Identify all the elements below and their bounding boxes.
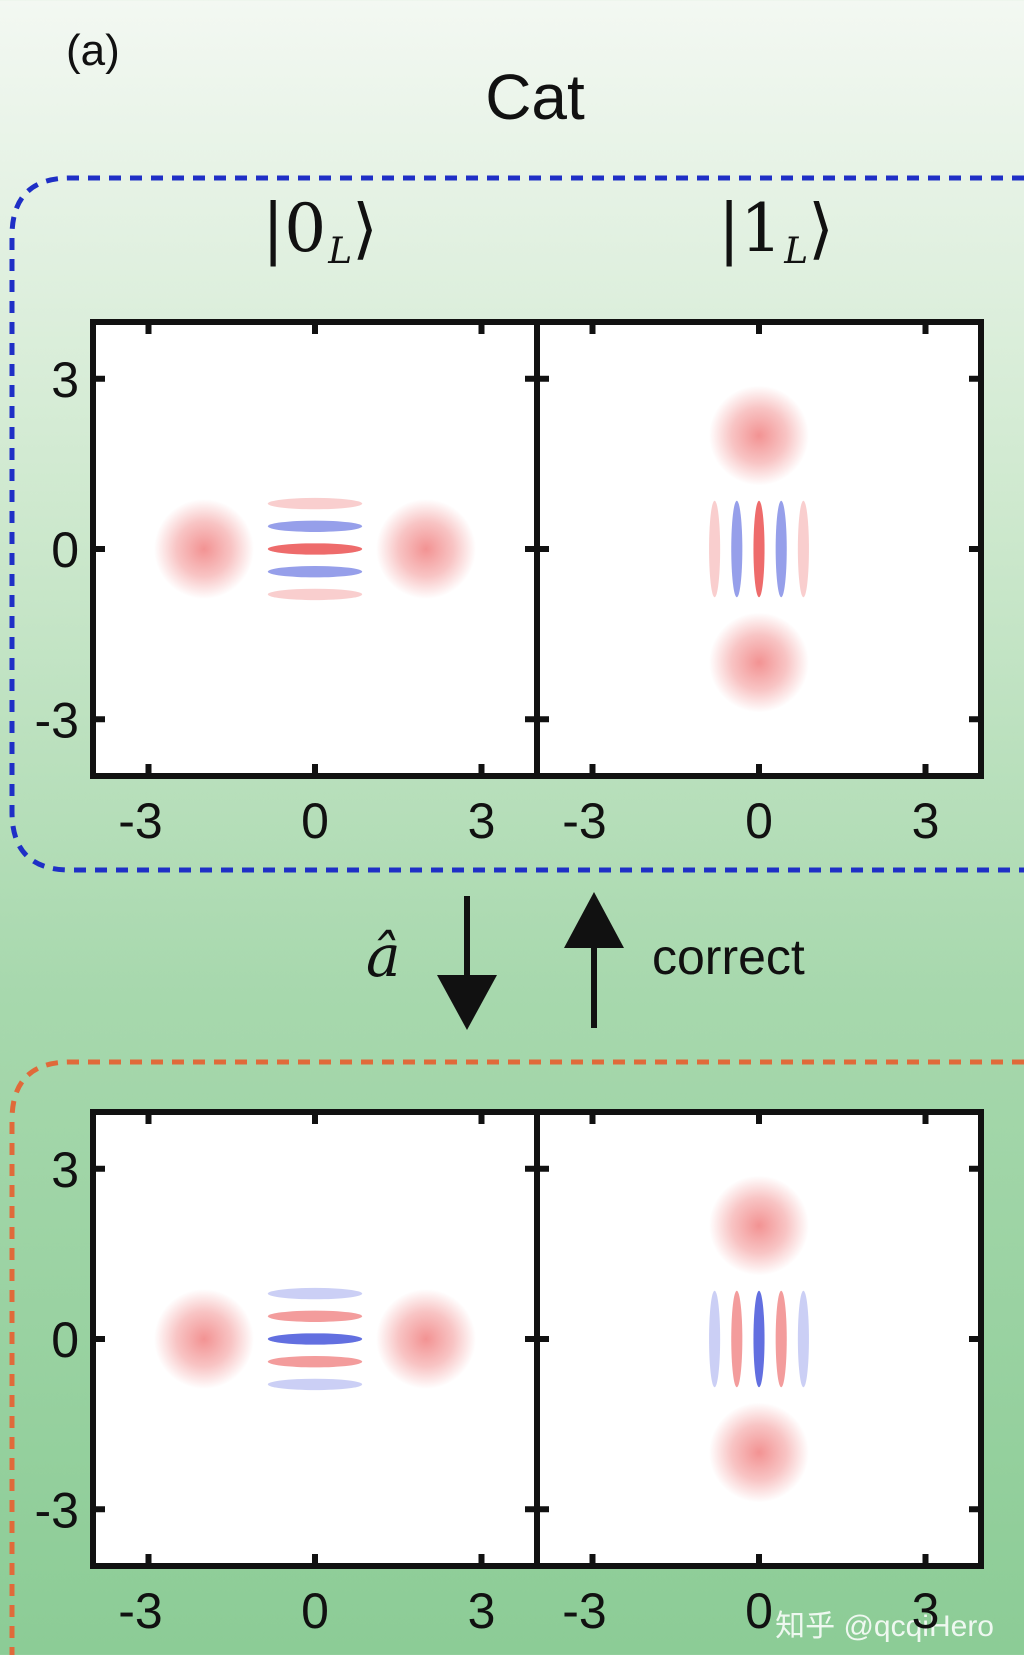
ket-1-logical: |1L⟩ — [718, 190, 834, 272]
interference-fringe — [267, 520, 363, 532]
coherent-blob-2 — [709, 1402, 809, 1503]
interference-fringe — [753, 1290, 765, 1388]
ket-1-subscript: L — [784, 231, 809, 272]
interference-fringe — [267, 588, 363, 601]
interference-fringe — [267, 1378, 363, 1391]
interference-fringe — [775, 500, 787, 598]
interference-fringe — [797, 500, 809, 598]
x-tick-label: 3 — [912, 793, 940, 849]
x-tick-label: 3 — [468, 1583, 496, 1639]
coherent-blob-1 — [154, 499, 254, 599]
interference-fringe — [709, 1290, 721, 1388]
x-tick-label: -3 — [118, 1583, 162, 1639]
ket-0-subscript: L — [328, 231, 353, 272]
panel-label: (a) — [66, 26, 120, 75]
interference-fringe — [731, 1290, 743, 1388]
x-tick-label: 0 — [301, 1583, 329, 1639]
figure-title: Cat — [485, 61, 585, 133]
interference-fringe — [797, 1290, 809, 1388]
interference-fringe — [775, 1290, 787, 1388]
down-arrow-head — [437, 975, 497, 1030]
y-tick-label: 0 — [51, 1312, 79, 1368]
coherent-blob-2 — [376, 1289, 476, 1389]
up-arrow-head — [564, 892, 624, 948]
interference-fringe — [709, 500, 721, 598]
y-tick-label: 3 — [51, 1142, 79, 1198]
coherent-blob-1 — [709, 385, 809, 486]
x-tick-label: 0 — [301, 793, 329, 849]
x-tick-label: 0 — [745, 1583, 773, 1639]
interference-fringe — [731, 500, 743, 598]
y-tick-label: -3 — [35, 692, 79, 748]
wigner-panel-code-1_L: -3 0 3 — [534, 319, 984, 849]
ket-0-logical: |0L⟩ — [262, 190, 378, 272]
coherent-blob-2 — [709, 612, 809, 713]
wigner-panel-error-0_L: -3 0 3 3 0 -3 — [35, 1109, 540, 1639]
y-tick-label: -3 — [35, 1482, 79, 1538]
coherent-blob-1 — [154, 1289, 254, 1389]
x-tick-label: -3 — [562, 793, 606, 849]
annihilation-operator-label: â — [366, 922, 401, 990]
wigner-panel-error-1_L: -3 0 3 — [534, 1109, 984, 1639]
interference-fringe — [267, 1333, 363, 1345]
x-tick-label: 3 — [468, 793, 496, 849]
ket-0-symbol: 0 — [284, 190, 327, 267]
x-tick-label: -3 — [118, 793, 162, 849]
coherent-blob-1 — [709, 1175, 809, 1276]
interference-fringe — [267, 1356, 363, 1368]
interference-fringe — [267, 543, 363, 555]
y-tick-label: 0 — [51, 522, 79, 578]
x-tick-label: 0 — [745, 793, 773, 849]
interference-fringe — [267, 1310, 363, 1322]
code-space-frame — [9, 175, 1024, 873]
interference-fringe — [753, 500, 765, 598]
coherent-blob-2 — [376, 499, 476, 599]
x-tick-label: 3 — [912, 1583, 940, 1639]
watermark: 知乎 @qcqiHero — [775, 1610, 994, 1643]
y-tick-label: 3 — [51, 352, 79, 408]
interference-fringe — [267, 1287, 363, 1300]
wigner-panel-code-0_L: -3 0 3 3 0 -3 — [35, 319, 540, 849]
interference-fringe — [267, 566, 363, 578]
x-tick-label: -3 — [562, 1583, 606, 1639]
interference-fringe — [267, 497, 363, 510]
correct-label: correct — [652, 929, 805, 985]
ket-1-symbol: 1 — [740, 190, 783, 267]
